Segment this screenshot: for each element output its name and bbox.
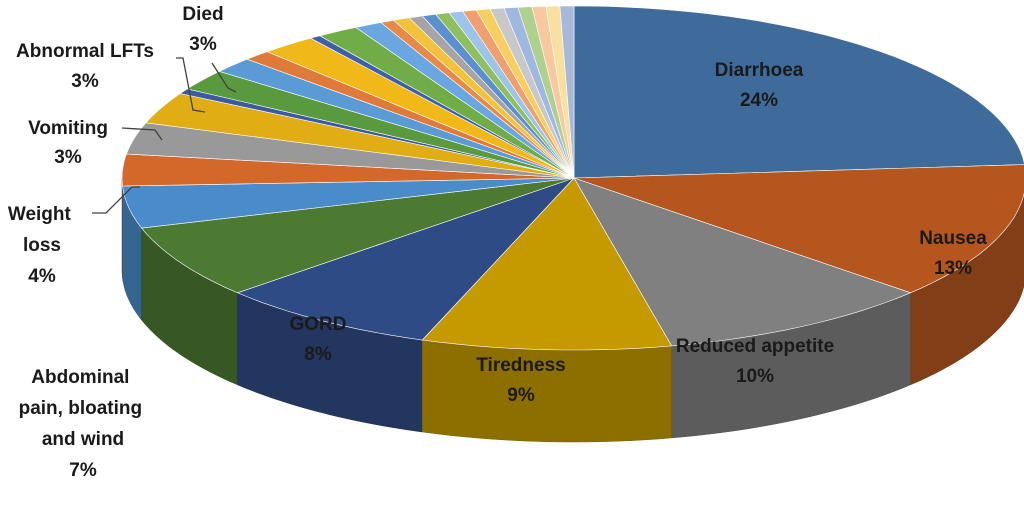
label-abdominal-pain: Abdominal pain, bloating and wind [19, 367, 148, 450]
pct-weight-loss: 4% [28, 266, 56, 287]
pct-diarrhoea: 24% [740, 90, 778, 111]
pie-slice-abdominal-pain-bloating-and-wind [141, 177, 575, 294]
leader-line-died [211, 62, 237, 93]
pie-slice-weight-loss [122, 177, 575, 229]
leader-line-weight-loss [92, 186, 140, 214]
pie-slice-abnormal-lfts [145, 93, 575, 179]
label-diarrhoea: Diarrhoea [715, 60, 804, 81]
pct-nausea: 13% [934, 258, 972, 279]
label-nausea: Nausea [919, 228, 987, 249]
pie-slice-small-31 [559, 5, 575, 179]
pct-abnormal-lfts: 3% [71, 71, 99, 92]
pct-died: 3% [189, 34, 217, 55]
pie-slice-vomiting [121, 153, 575, 187]
label-abnormal-lfts: Abnormal LFTs [16, 41, 154, 62]
pie-sides [121, 178, 1024, 443]
label-died: Died [182, 4, 223, 25]
leader-line-vomiting [121, 127, 163, 141]
label-vomiting: Vomiting [28, 118, 108, 139]
pct-reduced-appetite: 10% [736, 366, 774, 387]
pie-slice-tiredness [421, 177, 673, 351]
leader-line-abnormal-lfts [176, 57, 206, 113]
label-gord: GORD [290, 314, 347, 335]
pie-slice-nausea [573, 164, 1024, 294]
pie-slices [121, 5, 1024, 351]
pie-slice-reduced-appetite [573, 177, 912, 347]
label-tiredness: Tiredness [476, 355, 565, 376]
pct-gord: 8% [304, 344, 332, 365]
pct-abdominal-pain: 7% [69, 460, 97, 481]
pie-slice-small-8 [125, 122, 575, 179]
pie-slice-gord [236, 177, 575, 341]
label-reduced-appetite: Reduced appetite [676, 336, 834, 357]
leader-lines [92, 57, 237, 214]
pct-tiredness: 9% [507, 385, 535, 406]
pie-slice-diarrhoea [573, 5, 1024, 179]
pct-vomiting: 3% [54, 147, 82, 168]
label-weight-loss: Weight loss [8, 204, 76, 256]
